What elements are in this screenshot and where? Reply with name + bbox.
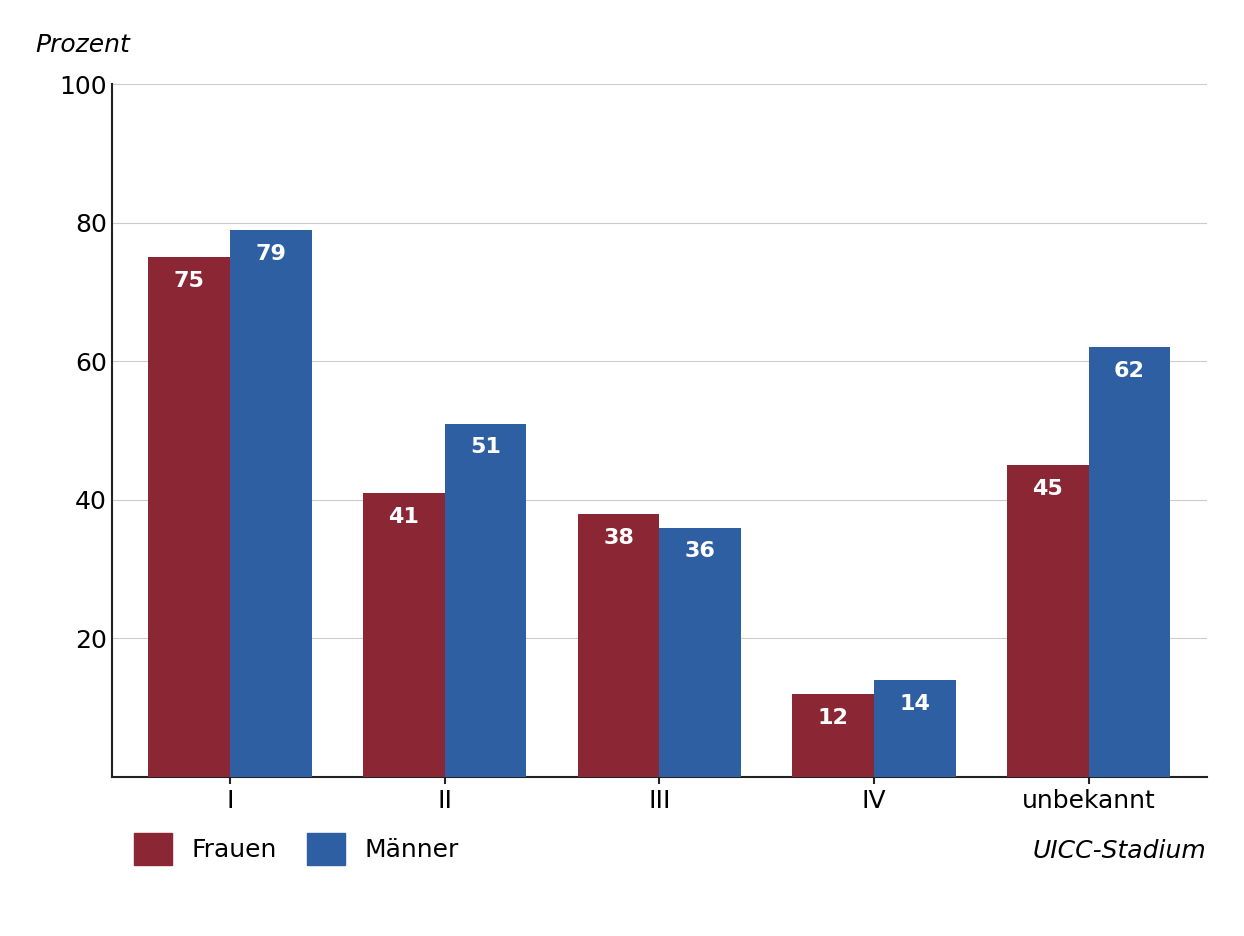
Bar (363, 493, 444, 777)
Bar (148, 257, 230, 777)
Bar (792, 694, 875, 777)
Text: 45: 45 (1033, 479, 1064, 499)
Bar (1088, 347, 1171, 777)
Text: 62: 62 (1113, 361, 1144, 381)
Legend: Frauen, Männer: Frauen, Männer (124, 823, 469, 875)
Bar (659, 528, 741, 777)
Text: UICC-Stadium: UICC-Stadium (1033, 840, 1207, 863)
Text: 75: 75 (174, 271, 205, 291)
Text: 36: 36 (684, 541, 715, 562)
Text: 51: 51 (470, 437, 501, 458)
Bar (577, 514, 659, 777)
Text: 38: 38 (603, 528, 634, 548)
Text: Prozent: Prozent (35, 33, 131, 56)
Bar (1008, 465, 1088, 777)
Text: 12: 12 (817, 708, 848, 727)
Text: 14: 14 (899, 694, 931, 714)
Text: 41: 41 (388, 506, 419, 527)
Bar (875, 680, 955, 777)
Text: 79: 79 (255, 243, 286, 264)
Bar (230, 229, 311, 777)
Bar (444, 424, 526, 777)
